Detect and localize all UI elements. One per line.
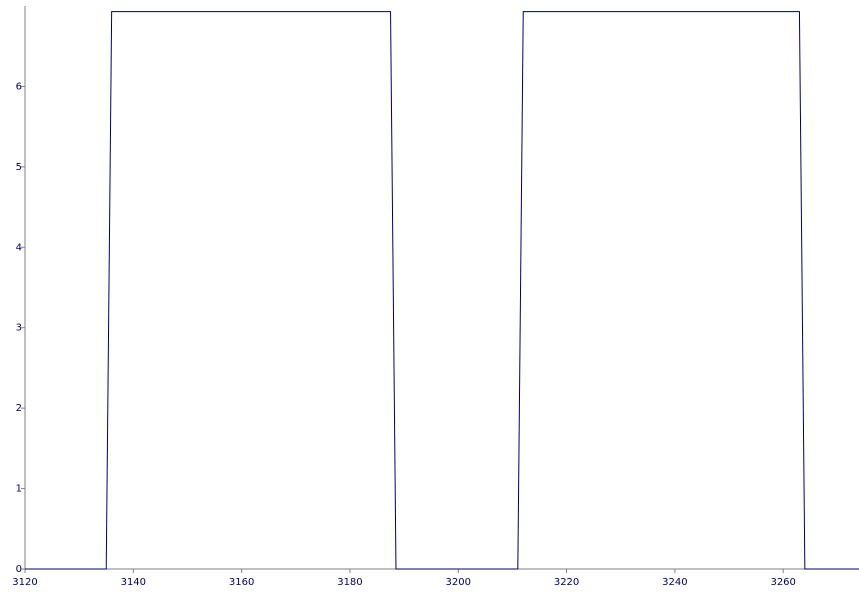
- x-tick-label: 3200: [446, 577, 471, 588]
- y-tick-label: 6: [16, 81, 22, 92]
- y-tick-label: 5: [16, 162, 22, 173]
- y-tick-label: 2: [16, 403, 22, 414]
- x-tick-label: 3120: [12, 577, 37, 588]
- x-tick-label: 3240: [662, 577, 687, 588]
- x-tick-label: 3220: [554, 577, 579, 588]
- x-tick-label: 3160: [229, 577, 254, 588]
- series-line-1: [25, 11, 859, 570]
- y-tick-label: 1: [16, 484, 22, 495]
- series-layer: [25, 11, 859, 570]
- x-tick-label: 3260: [770, 577, 795, 588]
- y-tick-label: 3: [16, 323, 22, 334]
- y-tick-label: 4: [16, 242, 22, 253]
- x-tick-label: 3140: [121, 577, 146, 588]
- axes: 3120 3140 3160 3180 3200 3220 3240 3260 0 1 2 3 4 5 6: [12, 6, 859, 588]
- x-tick-label: 3180: [337, 577, 362, 588]
- y-tick-label: 0: [16, 564, 22, 575]
